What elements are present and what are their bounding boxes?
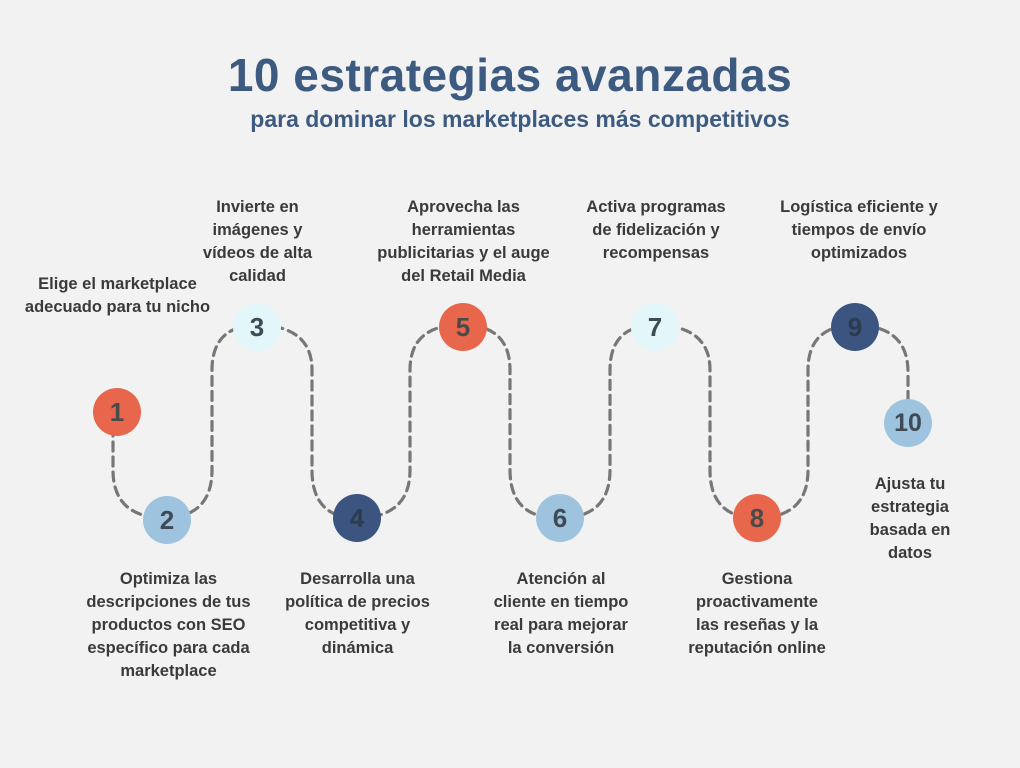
step-5-badge: 5	[439, 303, 487, 351]
step-5-label: Aprovecha las herramientas publicitarias…	[377, 198, 550, 285]
step-10-label: Ajusta tu estrategia basada en datos	[869, 475, 951, 562]
step-3-label: Invierte en imágenes y vídeos de alta ca…	[202, 198, 313, 285]
page-title: 10 estrategias avanzadas	[227, 49, 793, 101]
step-8-label: Gestiona proactivamente las reseñas y la…	[688, 570, 826, 657]
step-2-badge: 2	[143, 496, 191, 544]
step-10-badge: 10	[884, 399, 932, 447]
step-8-badge: 8	[733, 494, 781, 542]
step-7-number: 7	[647, 311, 663, 342]
step-1-label: Elige el marketplace adecuado para tu ni…	[24, 275, 211, 316]
step-4-badge: 4	[333, 494, 381, 542]
step-6-number: 6	[552, 502, 568, 533]
step-7-label: Activa programas de fidelización y recom…	[586, 198, 726, 262]
step-10-number: 10	[894, 408, 922, 437]
step-4-number: 4	[349, 502, 365, 533]
step-9-number: 9	[847, 311, 863, 342]
step-4-label: Desarrolla una política de precios compe…	[285, 570, 430, 657]
page-subtitle: para dominar los marketplaces más compet…	[250, 106, 790, 132]
step-9-label: Logística eficiente y tiempos de envío o…	[780, 198, 938, 262]
step-1-badge: 1	[93, 388, 141, 436]
step-8-number: 8	[749, 502, 765, 533]
step-1-number: 1	[109, 396, 125, 427]
step-6-badge: 6	[536, 494, 584, 542]
step-2-number: 2	[159, 504, 175, 535]
step-9-badge: 9	[831, 303, 879, 351]
step-3-badge: 3	[233, 303, 281, 351]
step-7-badge: 7	[631, 303, 679, 351]
step-3-number: 3	[249, 311, 265, 342]
step-2-label: Optimiza las descripciones de tus produc…	[86, 570, 251, 680]
step-5-number: 5	[455, 311, 471, 342]
step-6-label: Atención al cliente en tiempo real para …	[493, 570, 629, 657]
